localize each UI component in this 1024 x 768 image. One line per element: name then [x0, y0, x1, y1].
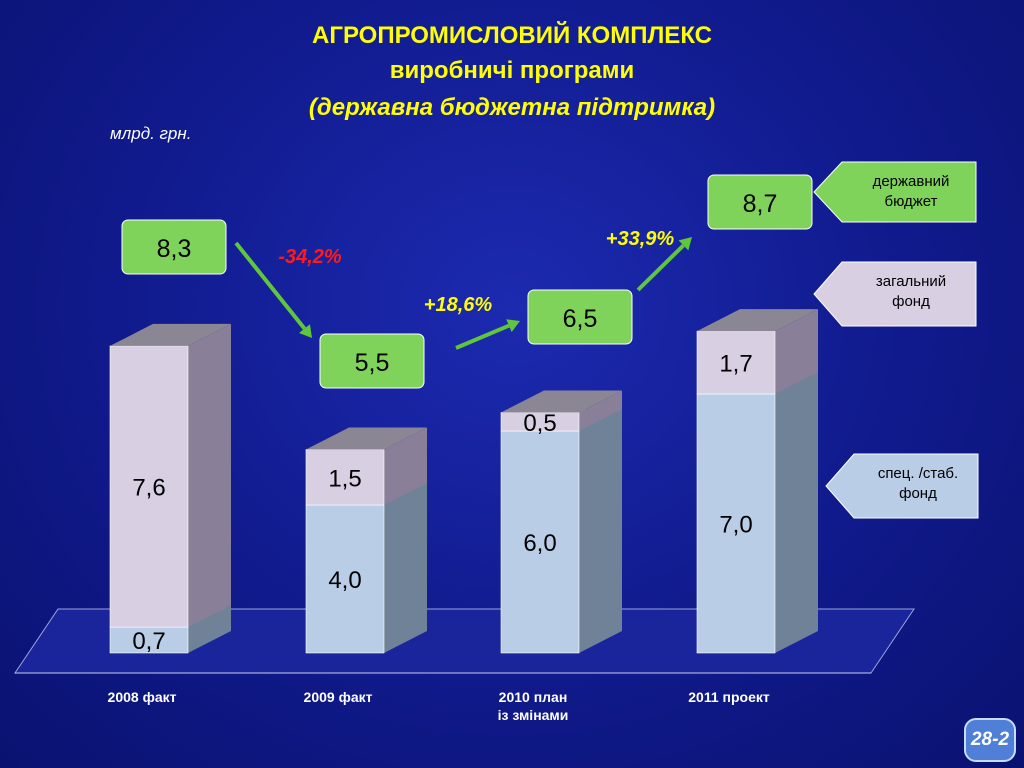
change-arrow-2	[636, 243, 685, 292]
legend-label-2-line-1: спец. /стаб.	[878, 465, 958, 482]
value-label-2-0: 6,0	[523, 530, 556, 557]
bar-side-3-0	[775, 372, 818, 653]
category-label-0: 2008 факт	[108, 689, 177, 705]
bar-top-0-1	[110, 323, 231, 346]
total-box-1	[319, 333, 425, 389]
value-label-0-1: 7,6	[132, 475, 165, 502]
category-label-1: 2009 факт	[304, 689, 373, 705]
chart-subtitle: виробничі програми	[389, 57, 635, 84]
change-arrowhead-1	[506, 319, 520, 333]
bar-top-1-1	[306, 427, 427, 450]
legend-item-2	[825, 453, 979, 519]
total-box-3	[707, 174, 813, 230]
change-label-2: +33,9%	[606, 228, 675, 250]
legend-label-1-line-1: загальний	[876, 273, 946, 290]
change-arrow-1	[455, 323, 510, 350]
total-label-3: 8,7	[743, 190, 778, 218]
change-label-1: +18,6%	[424, 294, 493, 316]
bar-side-3-1	[775, 309, 818, 394]
total-box-2	[527, 289, 633, 345]
bar-top-3-1	[697, 309, 818, 332]
change-arrowhead-0	[299, 324, 312, 338]
value-label-2-1: 0,5	[523, 410, 556, 437]
bar-side-0-1	[188, 323, 231, 628]
total-label-2: 6,5	[563, 305, 598, 333]
bar-side-0-0	[188, 605, 231, 653]
chart-title: АГРОПРОМИСЛОВИЙ КОМПЛЕКС	[312, 22, 712, 49]
category-label-2-line-2: із змінами	[498, 707, 569, 723]
value-label-3-0: 7,0	[719, 512, 752, 539]
value-label-0-0: 0,7	[132, 628, 165, 655]
bar-segment-3-1	[696, 330, 776, 395]
bar-segment-1-1	[305, 449, 385, 506]
legend-label-0-line-2: бюджет	[884, 193, 937, 210]
legend-item-1	[813, 261, 977, 327]
total-label-1: 5,5	[355, 349, 390, 377]
total-box-0	[121, 219, 227, 275]
legend-label-1-line-2: фонд	[892, 293, 930, 310]
bar-side-2-0	[579, 409, 622, 653]
bar-top-2-1	[501, 390, 622, 413]
bar-segment-1-0	[305, 504, 385, 654]
legend-label-2-line-2: фонд	[899, 485, 937, 502]
bar-side-2-1	[579, 390, 622, 431]
bar-segment-2-0	[500, 430, 580, 654]
chart-subtitle-2: (державна бюджетна підтримка)	[308, 94, 716, 121]
value-label-1-0: 4,0	[328, 567, 361, 594]
bar-segment-0-0	[109, 626, 189, 654]
bar-segment-3-0	[696, 393, 776, 654]
category-label-2-line-1: 2010 план	[499, 689, 568, 705]
bar-side-1-1	[384, 427, 427, 505]
bar-side-1-0	[384, 483, 427, 653]
category-label-3: 2011 проект	[688, 689, 770, 705]
legend-item-0	[813, 161, 977, 223]
slide-number: 28-2	[964, 718, 1016, 762]
value-label-3-1: 1,7	[719, 351, 752, 378]
change-label-0: -34,2%	[278, 246, 342, 268]
legend-label-0-line-1: державний	[873, 173, 950, 190]
total-label-0: 8,3	[157, 235, 192, 263]
unit-label: млрд. грн.	[110, 124, 192, 143]
change-arrowhead-2	[678, 237, 692, 251]
value-label-1-1: 1,5	[328, 465, 361, 492]
change-arrow-0	[234, 241, 307, 330]
